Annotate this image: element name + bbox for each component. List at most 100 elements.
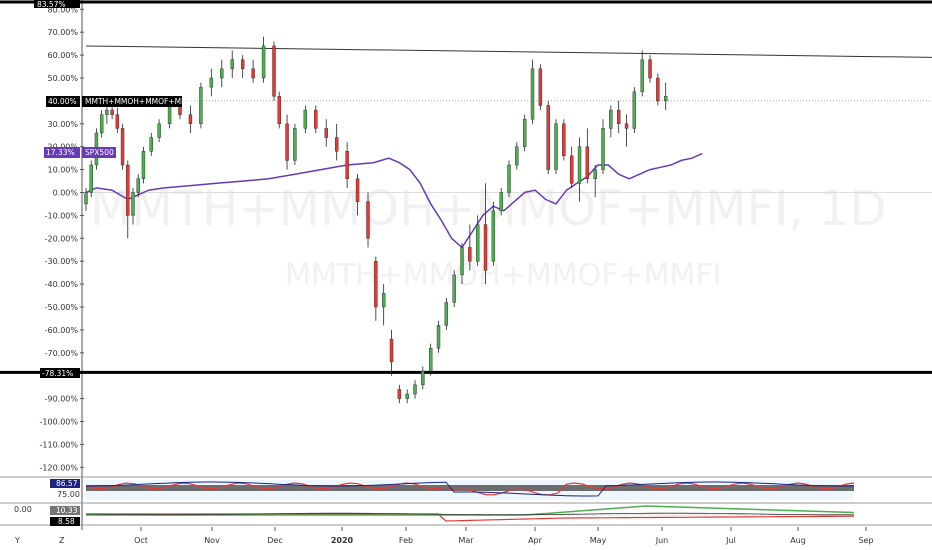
y-tick-label: 70.00% (47, 28, 78, 37)
candle-body (126, 164, 130, 216)
y-tick-label: -30.00% (45, 257, 79, 266)
candles (84, 36, 668, 404)
candle (601, 119, 605, 175)
candle-body (389, 338, 394, 363)
watermark-subtitle: MMTH+MMOH+MMOF+MMFI (285, 258, 722, 293)
candle-body (230, 59, 234, 70)
candle-body (663, 96, 668, 102)
indicator-2-pane: 0.00 10.33 8.58 (14, 505, 855, 526)
candle-body (285, 123, 289, 161)
candle-body (538, 68, 543, 106)
y-tick-label: 0.00% (53, 189, 79, 198)
candle (303, 105, 308, 133)
candle-body (199, 86, 203, 125)
candle-body (115, 114, 120, 129)
candle (149, 132, 153, 156)
candle-body (261, 45, 266, 79)
spx500-compare-line (85, 152, 703, 249)
compare-price-tag: 17.33% SPX500 (44, 147, 116, 158)
candle (538, 64, 543, 111)
candle (421, 366, 425, 390)
candle-body (272, 45, 276, 97)
indicator-2-red-line (86, 513, 855, 522)
candle (483, 183, 488, 285)
candle (115, 107, 120, 133)
candle (120, 123, 125, 170)
y-axis: 80.00%70.00%60.00%50.00%30.00%20.00%10.0… (40, 5, 84, 472)
current-price-tag-text: 40.00% (48, 97, 77, 106)
trendline[interactable] (85, 45, 932, 58)
candle (220, 59, 224, 88)
candle-body (324, 128, 328, 138)
candle (136, 174, 140, 198)
x-tick-label: Apr (528, 536, 543, 545)
y-tick-label: -120.00% (40, 463, 79, 472)
candle (261, 36, 266, 83)
candle (314, 105, 318, 133)
candle-body (491, 210, 496, 262)
x-tick-label: Mar (458, 536, 474, 545)
y-tick-label: -60.00% (45, 326, 79, 335)
candle (285, 114, 289, 170)
x-tick-label: Nov (204, 536, 220, 545)
bottom-price-tag: -78.31% (40, 368, 80, 378)
indicator-2-upper-label: 10.33 (56, 506, 78, 515)
candle-body (452, 274, 456, 303)
candle-body (293, 128, 297, 161)
y-tick-label: -110.00% (40, 440, 79, 449)
candle (209, 68, 214, 97)
candle (99, 110, 104, 138)
y-tick-label: -90.00% (45, 395, 79, 404)
candle-body (624, 123, 629, 129)
candle-body (167, 105, 172, 125)
candle (468, 224, 472, 271)
candle (452, 270, 456, 307)
candle-body (499, 192, 503, 212)
candle-body (105, 109, 109, 115)
z-axis-button[interactable]: Z (59, 536, 65, 545)
indicator-1-lower-label: 75.00 (57, 490, 80, 499)
candle-body (460, 247, 464, 276)
candle-body (640, 59, 644, 92)
y-tick-label: 80.00% (47, 5, 78, 14)
indicator-1-red-line (85, 482, 855, 496)
candle-body (522, 119, 527, 147)
y-tick-label: 30.00% (47, 120, 78, 129)
candle-body (149, 137, 153, 152)
candle-body (421, 370, 425, 386)
candle (656, 73, 660, 106)
candle-body (314, 109, 318, 129)
candle (334, 123, 339, 161)
x-tick-label: Aug (790, 536, 806, 545)
indicator-1-blue-line (86, 481, 855, 497)
indicator-2-lower-label: 8.58 (58, 517, 75, 526)
candle-body (381, 293, 386, 308)
candle (475, 215, 480, 266)
candle (436, 320, 441, 353)
candle-body (554, 123, 558, 170)
x-tick-label: Feb (399, 536, 413, 545)
candle (428, 343, 433, 376)
candle (444, 297, 449, 330)
x-tick-label: 2020 (331, 536, 354, 545)
candle (381, 284, 386, 326)
candle-body (569, 155, 574, 184)
candle-body (475, 224, 480, 262)
compare-series-label: SPX500 (85, 148, 114, 157)
compare-price-tag-text: 17.33% (46, 148, 75, 157)
candle-body (507, 164, 511, 193)
candle (131, 187, 135, 225)
candle-body (345, 151, 349, 179)
y-tick-label: -20.00% (45, 234, 79, 243)
y-axis-button[interactable]: Y (14, 536, 20, 545)
candle-body (374, 261, 378, 308)
candle (585, 128, 590, 184)
indicator-2-dark-line (85, 512, 854, 516)
candle (251, 59, 255, 83)
candle (648, 55, 652, 83)
candle-body (616, 109, 621, 124)
x-axis: Oct Nov Dec 2020 Feb Mar Apr May Jun Jul Aug Sep (134, 527, 874, 545)
candle-body (157, 123, 161, 138)
candle-body (355, 178, 360, 202)
